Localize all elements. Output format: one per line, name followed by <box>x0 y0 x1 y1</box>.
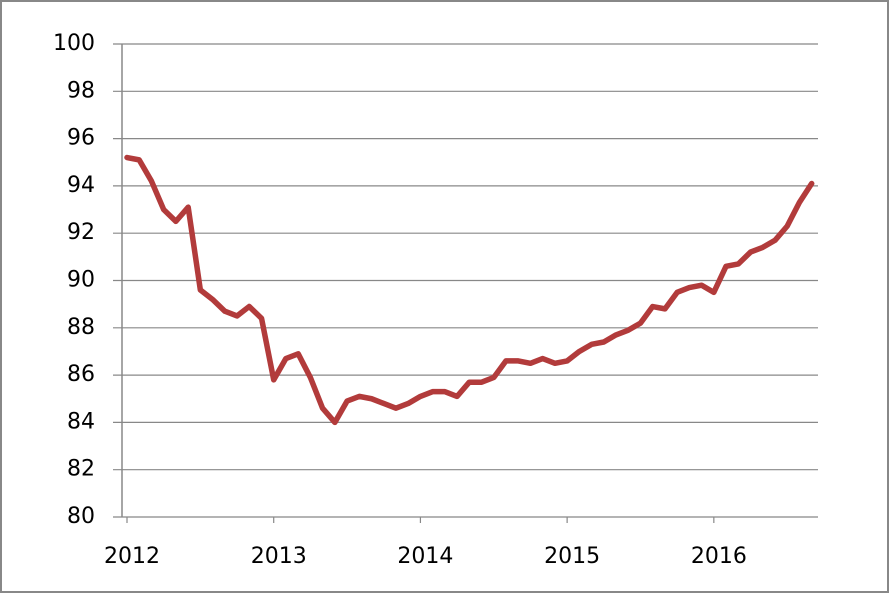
y-tick-label: 100 <box>53 31 95 56</box>
x-tick-label: 2013 <box>251 544 307 569</box>
x-tick-label: 2012 <box>104 544 160 569</box>
data-line <box>124 154 815 426</box>
y-tick-label: 80 <box>67 504 95 529</box>
x-tick-label: 2015 <box>544 544 600 569</box>
y-tick-label: 84 <box>67 409 95 434</box>
y-tick-label: 92 <box>67 220 95 245</box>
x-tick-label: 2014 <box>397 544 453 569</box>
y-tick-label: 98 <box>67 78 95 103</box>
y-tick-label: 96 <box>67 126 95 151</box>
y-tick-label: 88 <box>67 315 95 340</box>
x-tick-label: 2016 <box>691 544 747 569</box>
y-tick-label: 82 <box>67 457 95 482</box>
y-tick-label: 86 <box>67 362 95 387</box>
y-tick-label: 94 <box>67 173 95 198</box>
y-tick-label: 90 <box>67 268 95 293</box>
